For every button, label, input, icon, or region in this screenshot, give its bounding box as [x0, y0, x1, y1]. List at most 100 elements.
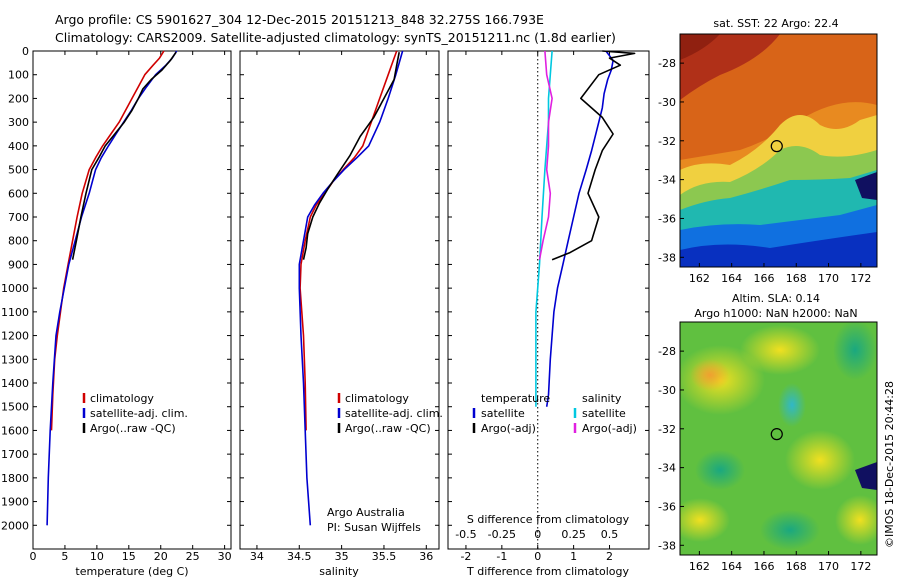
depth-tick-label: 0 — [22, 45, 29, 58]
sla-map-ticks: 162 164 166 168 170 172 -28 -30 -32 -34 -36 -38 — [658, 345, 871, 573]
series-line-2 — [302, 52, 400, 260]
s-tick-label: -0.25 — [488, 528, 516, 541]
sst-map-panel: sat. SST: 22 Argo: 22.4 162 164 166 168 170 1… — [658, 17, 878, 285]
depth-tick-label: 300 — [8, 116, 29, 129]
series-line-0 — [50, 50, 165, 431]
legend-label-t-satellite: satellite — [481, 407, 525, 420]
legend-label-t-argo: Argo(-adj) — [481, 422, 536, 435]
lat-tick-label: -32 — [658, 423, 676, 436]
legend-label-climatology: climatology — [345, 392, 409, 405]
sla-low-anomaly — [760, 510, 820, 550]
annotation-pi: PI: Susan Wijffels — [327, 521, 421, 534]
lat-tick-label: -38 — [658, 251, 676, 264]
depth-tick-label: 1600 — [1, 424, 29, 437]
lon-tick-label: 168 — [786, 560, 807, 573]
temperature-axes-box — [32, 50, 232, 550]
x-tick-label: 1 — [570, 550, 577, 563]
sst-map-title: sat. SST: 22 Argo: 22.4 — [713, 17, 838, 30]
depth-tick-label: 1800 — [1, 472, 29, 485]
temperature-xlabel: temperature (deg C) — [75, 565, 188, 578]
difference-series — [535, 50, 636, 407]
x-tick-label: 36 — [419, 550, 433, 563]
lon-tick-label: 168 — [786, 272, 807, 285]
lat-tick-label: -32 — [658, 135, 676, 148]
temperature-ticks: 0 5 10 15 20 25 30 — [30, 51, 232, 563]
legend-label-climatology: climatology — [90, 392, 154, 405]
sla-highest-anomaly — [690, 359, 730, 391]
lon-tick-label: 162 — [689, 560, 710, 573]
depth-tick-label: 100 — [8, 69, 29, 82]
legend-label-argo: Argo(..raw -QC) — [345, 422, 431, 435]
sla-map-subtitle: Argo h1000: NaN h2000: NaN — [694, 307, 857, 320]
depth-tick-label: 400 — [8, 140, 29, 153]
difference-ticks: -2 -1 0 1 2 -0.5 -0.25 0 0.25 0.5 — [455, 51, 618, 563]
sla-map-title: Altim. SLA: 0.14 — [732, 292, 820, 305]
sst-map-ticks: 162 164 166 168 170 172 -28 -30 -32 -34 -36 -38 — [658, 57, 871, 285]
depth-tick-label: 800 — [8, 235, 29, 248]
sla-high-anomaly — [785, 430, 855, 490]
s-tick-label: -0.5 — [455, 528, 476, 541]
x-tick-label: 2 — [606, 550, 613, 563]
t-difference-xlabel: T difference from climatology — [466, 565, 629, 578]
temperature-panel: 0100200300400500600700800900100011001200… — [1, 45, 232, 578]
lat-tick-label: -34 — [658, 462, 676, 475]
legend-label-satellite: satellite-adj. clim. — [90, 407, 188, 420]
lat-tick-label: -28 — [658, 345, 676, 358]
depth-tick-label: 600 — [8, 187, 29, 200]
s-tick-label: 0.5 — [601, 528, 619, 541]
x-tick-label: 20 — [154, 550, 168, 563]
x-tick-label: 0 — [30, 550, 37, 563]
depth-tick-label: 900 — [8, 258, 29, 271]
sla-high-anomaly — [680, 498, 730, 542]
s-difference-label: S difference from climatology — [467, 513, 630, 526]
salinity-series — [298, 50, 404, 526]
series-line-1 — [551, 50, 636, 261]
series-line-2 — [71, 51, 177, 260]
sst-land-mask — [855, 172, 877, 200]
x-tick-label: -2 — [460, 550, 471, 563]
depth-tick-label: 1200 — [1, 330, 29, 343]
lat-tick-label: -30 — [658, 96, 676, 109]
argo-location-marker — [770, 428, 783, 441]
legend-label-argo: Argo(..raw -QC) — [90, 422, 176, 435]
x-tick-label: -1 — [496, 550, 507, 563]
x-tick-label: 10 — [90, 550, 104, 563]
difference-depth-ticks — [448, 50, 649, 526]
lon-tick-label: 170 — [818, 272, 839, 285]
lon-tick-label: 172 — [850, 560, 871, 573]
salinity-legend: climatology satellite-adj. clim. Argo(..… — [337, 392, 443, 435]
depth-tick-label: 1400 — [1, 377, 29, 390]
legend-title-temperature: temperature — [481, 392, 550, 405]
temperature-series — [46, 50, 178, 526]
x-tick-label: 34 — [250, 550, 264, 563]
sla-field — [680, 322, 877, 555]
sla-high-anomaly — [835, 495, 877, 545]
lon-tick-label: 164 — [721, 272, 742, 285]
depth-tick-label: 1500 — [1, 401, 29, 414]
lon-tick-label: 172 — [850, 272, 871, 285]
lat-tick-label: -36 — [658, 212, 676, 225]
sla-lowest-anomaly — [778, 383, 806, 427]
lon-tick-label: 170 — [818, 560, 839, 573]
lat-tick-label: -30 — [658, 384, 676, 397]
sst-dark-blue-band — [680, 232, 877, 267]
lat-tick-label: -36 — [658, 500, 676, 513]
legend-label-satellite: satellite-adj. clim. — [345, 407, 443, 420]
lat-tick-label: -34 — [658, 174, 676, 187]
x-tick-label: 35 — [335, 550, 349, 563]
depth-tick-label: 2000 — [1, 519, 29, 532]
depth-tick-label: 500 — [8, 164, 29, 177]
x-tick-label: 30 — [218, 550, 232, 563]
series-line-1 — [46, 50, 178, 526]
sla-map-frame — [679, 321, 878, 556]
lon-tick-label: 166 — [753, 272, 774, 285]
sla-land-mask — [855, 462, 877, 490]
depth-ticks: 0 100 200 300 400 500 600 700 800 900 1000 1100 1200… — [1, 45, 231, 532]
header-line-1: Argo profile: CS 5901627_304 12-Dec-2015… — [55, 12, 544, 27]
copyright-timestamp: ©IMOS 18-Dec-2015 20:44:28 — [883, 381, 896, 548]
depth-tick-label: 1300 — [1, 353, 29, 366]
sst-warmest-area — [680, 34, 780, 100]
depth-tick-label: 200 — [8, 92, 29, 105]
lat-tick-label: -28 — [658, 57, 676, 70]
